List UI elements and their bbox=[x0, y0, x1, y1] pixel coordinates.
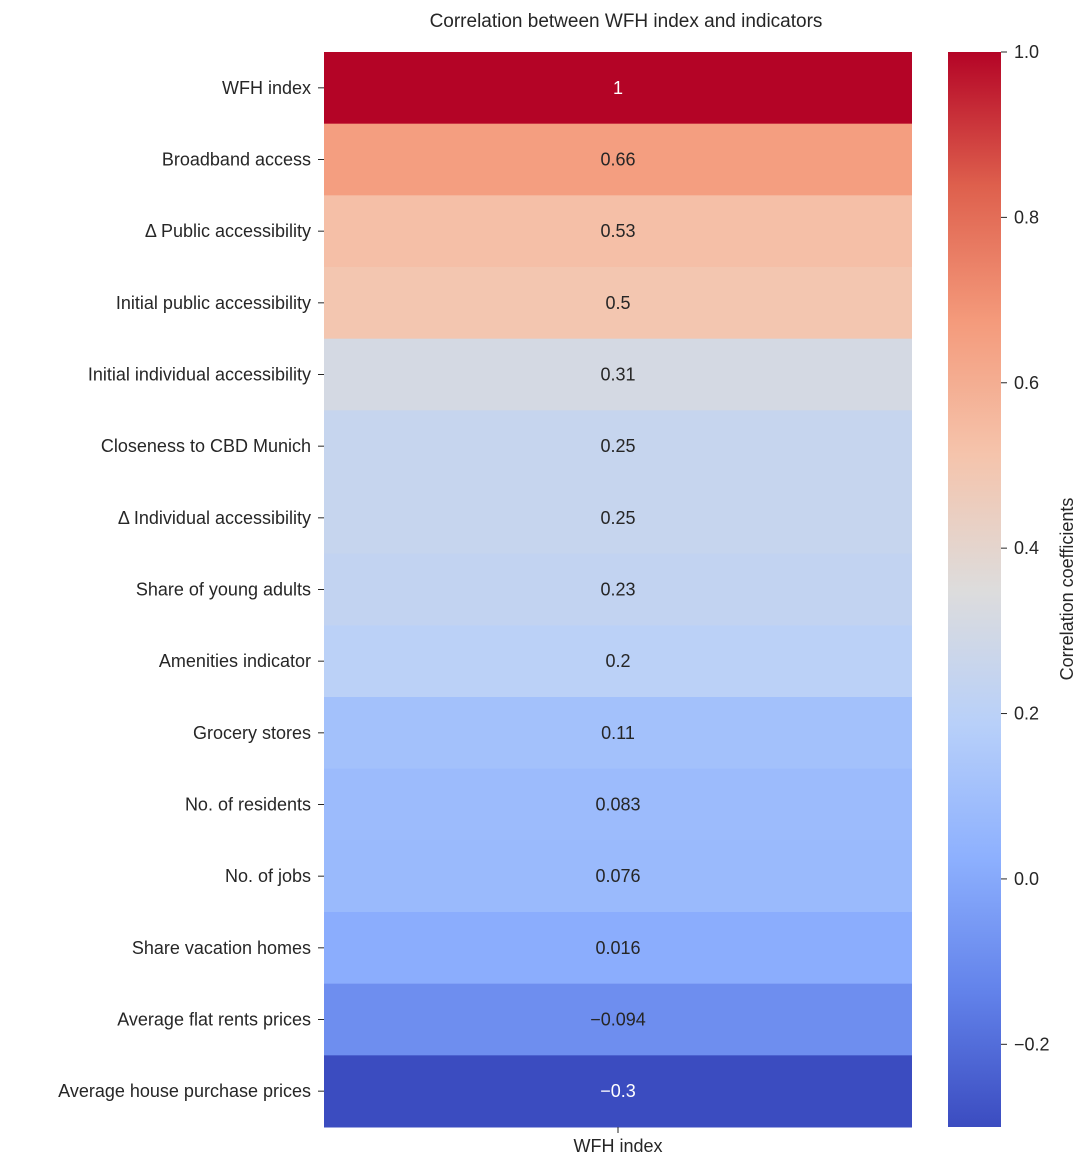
cell-value-label: 0.25 bbox=[600, 508, 635, 528]
heatmap-cell bbox=[324, 983, 912, 1056]
row-label: Amenities indicator bbox=[159, 651, 311, 671]
row-label: Average house purchase prices bbox=[58, 1081, 311, 1101]
heatmap-cell bbox=[324, 912, 912, 985]
cell-value-label: −0.094 bbox=[590, 1010, 646, 1030]
heatmap-cell bbox=[324, 625, 912, 698]
row-label: Initial individual accessibility bbox=[88, 365, 311, 385]
cell-value-label: 0.016 bbox=[595, 938, 640, 958]
row-label: Δ Individual accessibility bbox=[118, 508, 311, 528]
colorbar-ticks: 1.0 0.8 0.6 0.4 0.2 0.0 −0.2 bbox=[1001, 42, 1050, 1054]
row-label: WFH index bbox=[222, 78, 311, 98]
heatmap-cell bbox=[324, 482, 912, 555]
heatmap-cell bbox=[324, 840, 912, 913]
heatmap-cell bbox=[324, 338, 912, 411]
colorbar-tick-label: 0.6 bbox=[1014, 373, 1039, 393]
row-label: Initial public accessibility bbox=[116, 293, 311, 313]
cell-value-label: 0.11 bbox=[601, 723, 635, 743]
row-label: No. of residents bbox=[185, 795, 311, 815]
cell-value-label: −0.3 bbox=[600, 1081, 636, 1101]
row-label: Closeness to CBD Munich bbox=[101, 436, 311, 456]
heatmap-cell bbox=[324, 52, 912, 125]
colorbar-tick-label: −0.2 bbox=[1014, 1034, 1050, 1054]
row-label: No. of jobs bbox=[225, 866, 311, 886]
cell-value-label: 0.083 bbox=[595, 795, 640, 815]
heatmap-cell bbox=[324, 768, 912, 841]
cell-value-label: 0.2 bbox=[605, 651, 630, 671]
row-label: Broadband access bbox=[162, 150, 311, 170]
heatmap-cell bbox=[324, 410, 912, 483]
heatmap-cell bbox=[324, 1055, 912, 1128]
row-label: Share vacation homes bbox=[132, 938, 311, 958]
colorbar-tick-label: 0.4 bbox=[1014, 538, 1039, 558]
heatmap-cell bbox=[324, 123, 912, 196]
cell-value-label: 1 bbox=[613, 78, 623, 98]
cell-value-label: 0.66 bbox=[600, 150, 635, 170]
chart-title: Correlation between WFH index and indica… bbox=[430, 11, 823, 32]
row-label: Δ Public accessibility bbox=[145, 221, 311, 241]
heatmap-cell bbox=[324, 553, 912, 626]
row-label: Share of young adults bbox=[136, 580, 311, 600]
cell-value-label: 0.31 bbox=[600, 365, 635, 385]
heatmap-cell bbox=[324, 697, 912, 770]
row-labels: WFH index Broadband access Δ Public access… bbox=[58, 78, 324, 1101]
colorbar-gradient bbox=[948, 52, 1001, 1127]
colorbar: 1.0 0.8 0.6 0.4 0.2 0.0 −0.2 Correlation coeff… bbox=[948, 42, 1077, 1127]
heatmap-cells: 1 0.66 0.53 0.5 0.31 0.25 0.25 0.23 0.2 0.11 0.083… bbox=[324, 52, 912, 1128]
x-axis: WFH index bbox=[573, 1127, 663, 1156]
heatmap-cell bbox=[324, 267, 912, 340]
cell-value-label: 0.25 bbox=[600, 436, 635, 456]
cell-value-label: 0.23 bbox=[600, 580, 635, 600]
row-label: Grocery stores bbox=[193, 723, 311, 743]
cell-value-label: 0.076 bbox=[595, 866, 640, 886]
cell-value-label: 0.5 bbox=[605, 293, 630, 313]
colorbar-tick-label: 1.0 bbox=[1014, 42, 1039, 62]
colorbar-tick-label: 0.0 bbox=[1014, 869, 1039, 889]
colorbar-tick-label: 0.2 bbox=[1014, 704, 1039, 724]
colorbar-tick-label: 0.8 bbox=[1014, 207, 1039, 227]
colorbar-label: Correlation coefficients bbox=[1057, 498, 1077, 681]
heatmap-cell bbox=[324, 195, 912, 268]
x-tick-label: WFH index bbox=[573, 1136, 662, 1156]
row-label: Average flat rents prices bbox=[117, 1010, 311, 1030]
cell-value-label: 0.53 bbox=[600, 221, 635, 241]
